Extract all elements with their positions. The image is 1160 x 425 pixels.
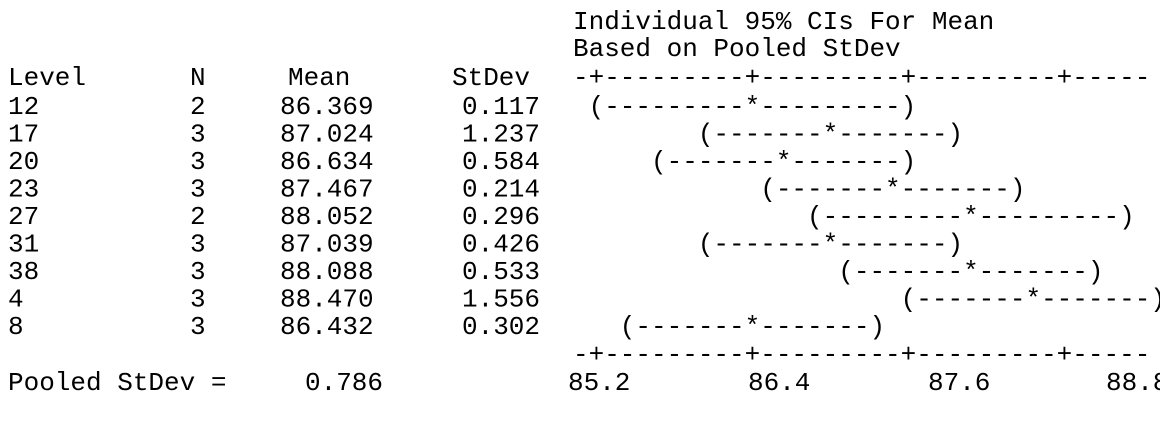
scale-label: 85.2 <box>568 368 630 398</box>
level-cell: 12 <box>8 92 39 122</box>
level-cell: 20 <box>8 147 39 177</box>
ci-interval-cell: (-------*-------) <box>573 147 916 177</box>
ci-heading: Individual 95% CIs For Mean <box>573 7 994 37</box>
column-header: N <box>190 63 206 93</box>
stdev-cell: 0.426 <box>462 229 540 259</box>
column-header: StDev <box>452 63 530 93</box>
n-cell: 3 <box>190 312 206 342</box>
scale-line: -+---------+---------+---------+----- <box>573 340 1150 370</box>
ci-interval-cell: (-------*-------) <box>573 312 885 342</box>
stdev-cell: 0.214 <box>462 174 540 204</box>
column-header: Level <box>8 63 86 93</box>
n-cell: 3 <box>190 284 206 314</box>
ci-interval-cell: (-------*-------) <box>573 229 963 259</box>
ci-interval-cell: (---------*---------) <box>573 202 1135 232</box>
mean-cell: 86.634 <box>280 147 374 177</box>
n-cell: 2 <box>190 92 206 122</box>
column-header: Mean <box>288 63 350 93</box>
n-cell: 2 <box>190 202 206 232</box>
stdev-cell: 1.556 <box>462 284 540 314</box>
n-cell: 3 <box>190 147 206 177</box>
stdev-cell: 0.302 <box>462 312 540 342</box>
level-cell: 38 <box>8 257 39 287</box>
level-cell: 23 <box>8 174 39 204</box>
level-cell: 17 <box>8 119 39 149</box>
stdev-cell: 1.237 <box>462 119 540 149</box>
mean-cell: 88.470 <box>280 284 374 314</box>
mean-cell: 88.052 <box>280 202 374 232</box>
mean-cell: 87.024 <box>280 119 374 149</box>
level-cell: 8 <box>8 312 24 342</box>
stdev-cell: 0.296 <box>462 202 540 232</box>
mean-cell: 86.432 <box>280 312 374 342</box>
ci-interval-cell: (---------*---------) <box>573 92 916 122</box>
ci-heading: Based on Pooled StDev <box>573 34 901 64</box>
ci-interval-cell: (-------*-------) <box>573 284 1160 314</box>
mean-cell: 87.467 <box>280 174 374 204</box>
scale-label: 87.6 <box>928 368 990 398</box>
pooled-value: 0.786 <box>305 368 383 398</box>
scale-label: 88.8 <box>1106 368 1160 398</box>
n-cell: 3 <box>190 174 206 204</box>
n-cell: 3 <box>190 119 206 149</box>
mean-cell: 88.088 <box>280 257 374 287</box>
level-cell: 27 <box>8 202 39 232</box>
stdev-cell: 0.117 <box>462 92 540 122</box>
level-cell: 31 <box>8 229 39 259</box>
scale-line: -+---------+---------+---------+----- <box>573 63 1150 93</box>
ci-interval-cell: (-------*-------) <box>573 174 1025 204</box>
mean-cell: 87.039 <box>280 229 374 259</box>
stdev-cell: 0.584 <box>462 147 540 177</box>
ci-interval-cell: (-------*-------) <box>573 119 963 149</box>
stdev-cell: 0.533 <box>462 257 540 287</box>
n-cell: 3 <box>190 229 206 259</box>
mean-cell: 86.369 <box>280 92 374 122</box>
level-cell: 4 <box>8 284 24 314</box>
scale-label: 86.4 <box>748 368 810 398</box>
pooled-label: Pooled StDev = <box>8 368 226 398</box>
n-cell: 3 <box>190 257 206 287</box>
ci-interval-cell: (-------*-------) <box>573 257 1104 287</box>
